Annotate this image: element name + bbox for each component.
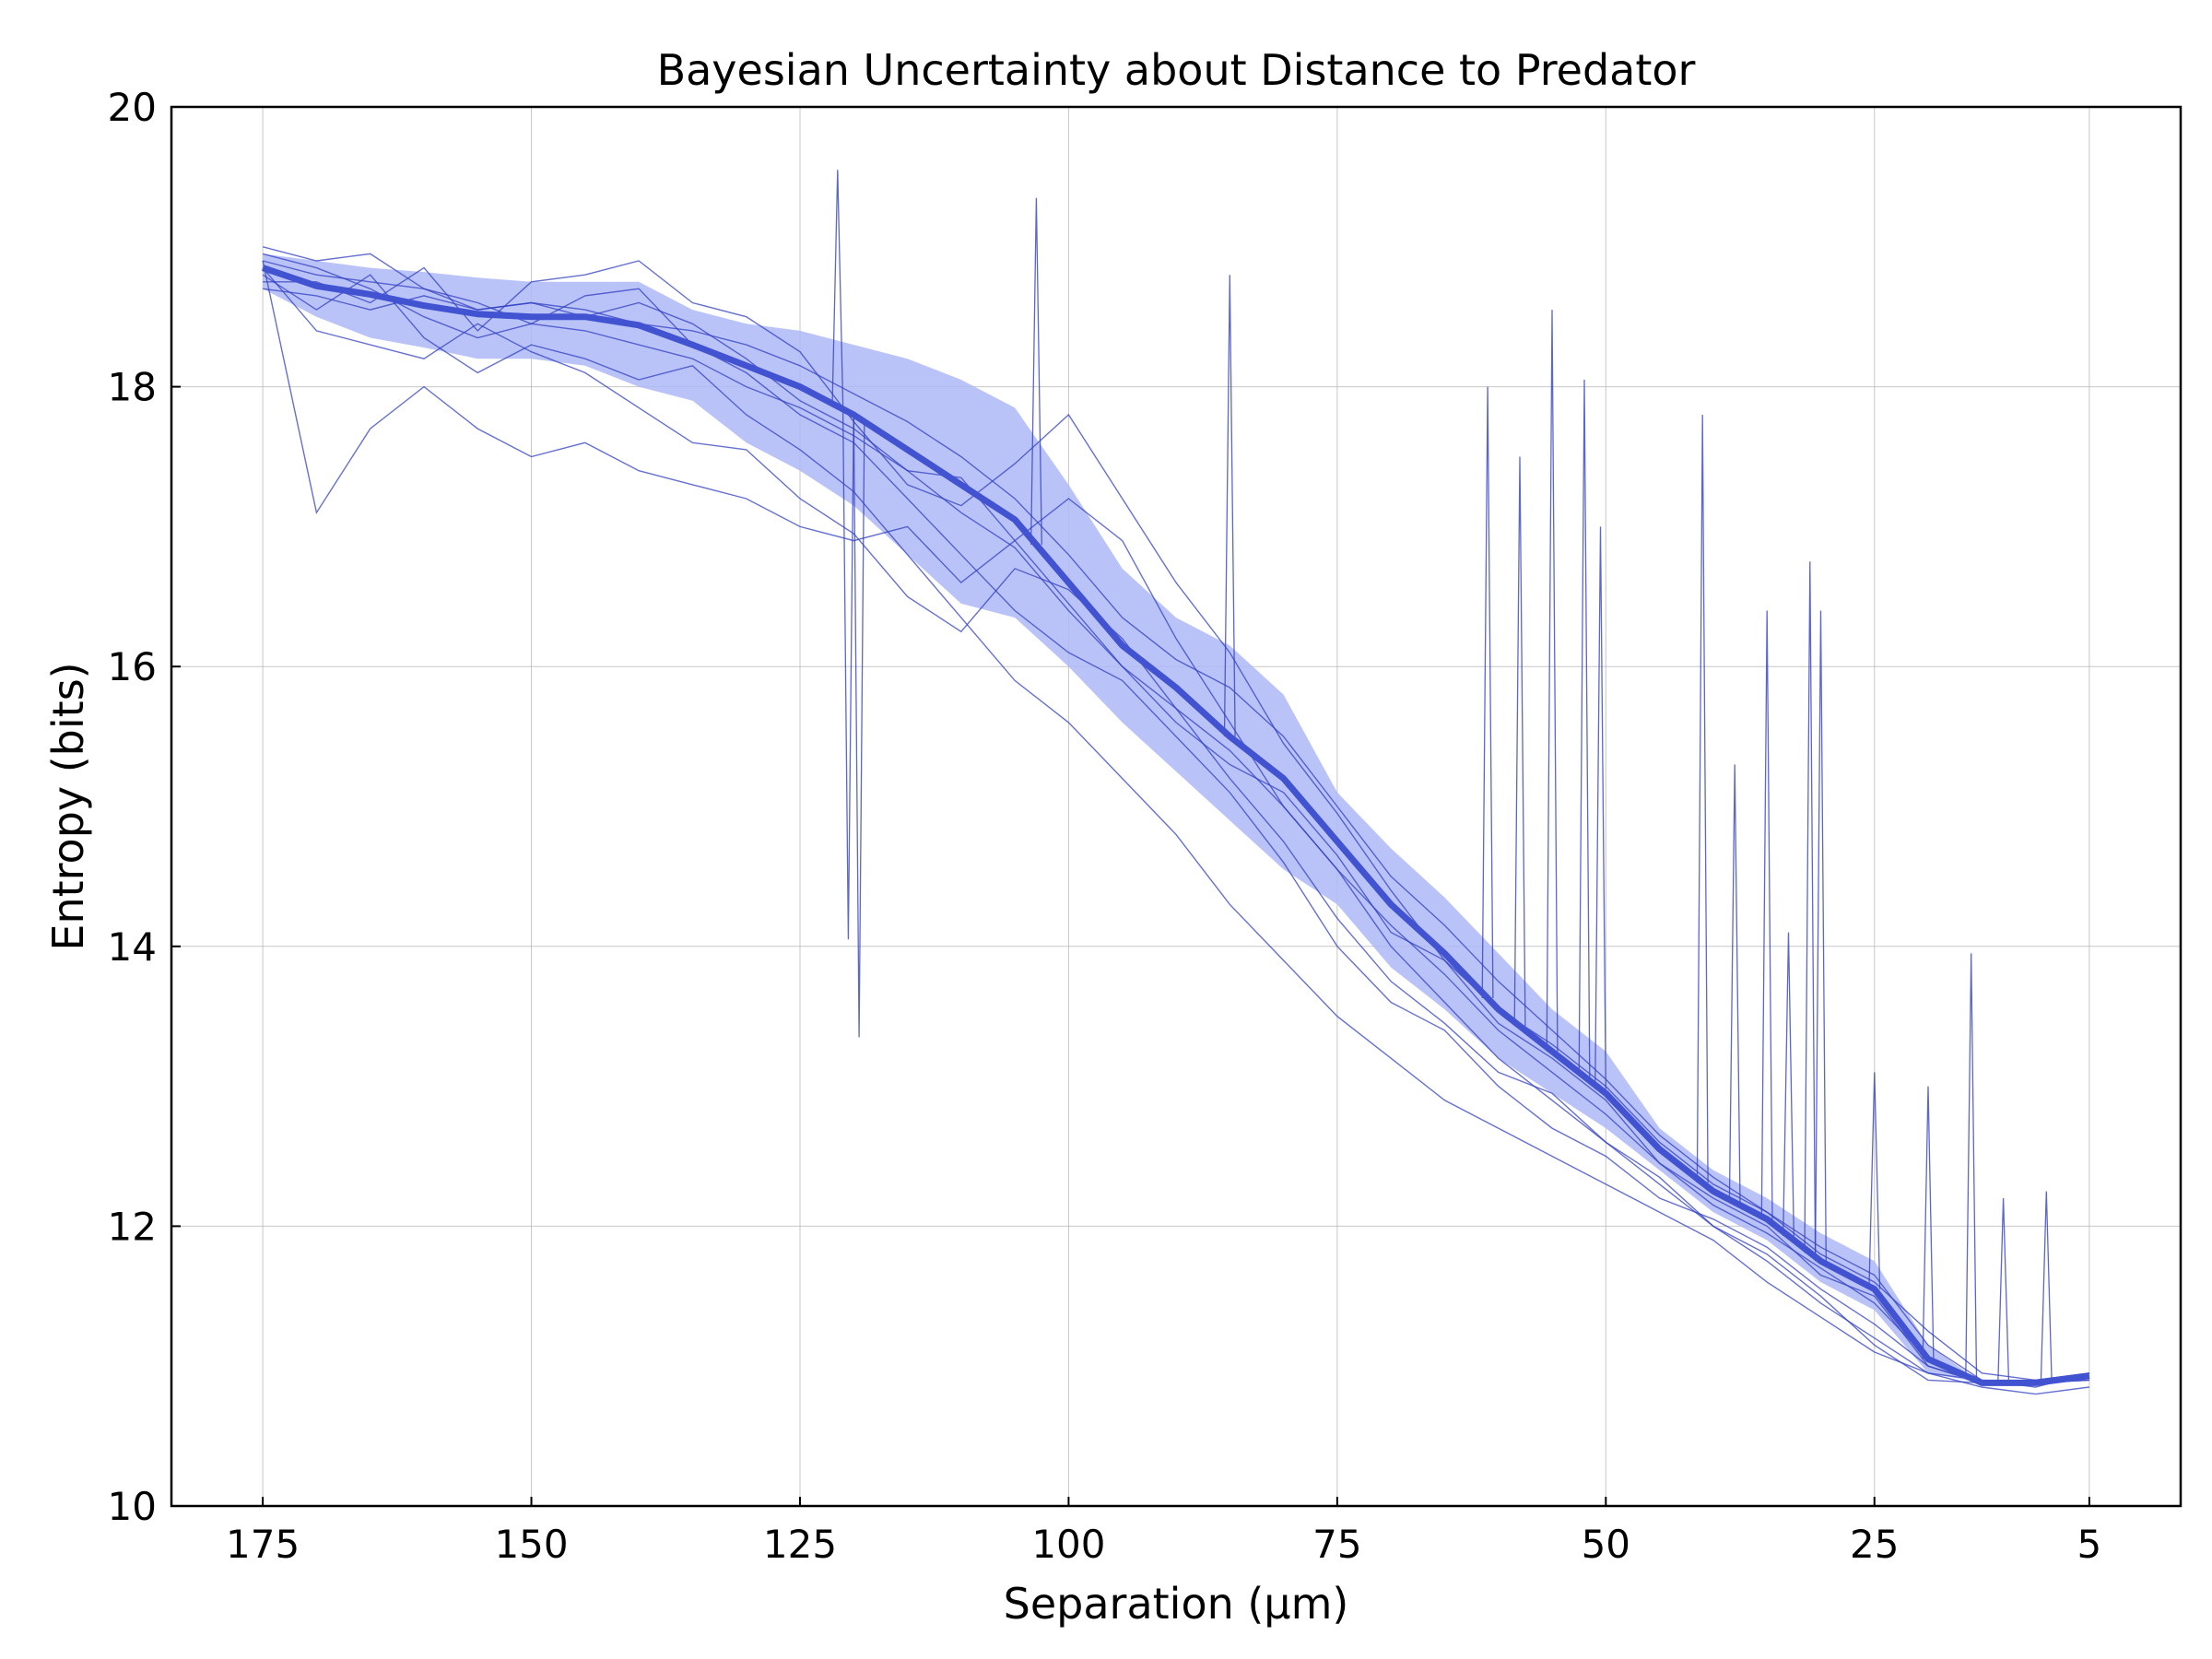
- trial-spike: [1814, 610, 1827, 1262]
- trial-spike: [1997, 1197, 2010, 1383]
- trial-spike: [1594, 526, 1606, 1089]
- trial-spike: [841, 411, 854, 940]
- trial-spike: [2040, 1191, 2053, 1382]
- trial-spike: [1546, 310, 1559, 1052]
- y-tick-label: 12: [108, 1204, 157, 1249]
- trial-spike: [1578, 379, 1591, 1077]
- y-tick-label: 14: [108, 924, 157, 970]
- x-tick-label: 75: [1312, 1522, 1361, 1567]
- x-tick-label: 25: [1850, 1522, 1899, 1567]
- trial-spike: [1030, 197, 1042, 546]
- y-axis-label: Entropy (bits): [43, 662, 93, 950]
- trial-spike: [853, 418, 865, 1038]
- y-axis-ticks: 10 12 14 16 18 20: [108, 85, 181, 1529]
- trial-line: [262, 274, 2089, 1395]
- x-tick-label: 100: [1031, 1522, 1105, 1567]
- trial-line: [263, 260, 2089, 1382]
- trial-line: [263, 288, 2090, 1388]
- trial-spike: [1513, 456, 1526, 1027]
- trial-line: [262, 246, 2089, 1384]
- plot-frame: [170, 105, 2183, 1508]
- trial-spike: [1760, 610, 1773, 1219]
- trial-lines-layer: [262, 170, 2090, 1395]
- trial-line: [262, 260, 2089, 1384]
- trial-line: [262, 260, 2089, 1384]
- trial-spike: [1696, 414, 1709, 1183]
- trial-spike: [1922, 1086, 1935, 1359]
- trial-spike: [1804, 561, 1817, 1253]
- confidence-band-layer: [263, 253, 2089, 1383]
- mean-line-layer: [261, 265, 2090, 1386]
- x-tick-label: 50: [1582, 1522, 1630, 1567]
- x-tick-label: 175: [226, 1522, 300, 1567]
- trial-spike: [1728, 764, 1741, 1203]
- chart-title: Bayesian Uncertainty about Distance to P…: [657, 45, 1696, 95]
- trial-spike: [831, 170, 844, 406]
- trial-spike: [1868, 1072, 1881, 1289]
- trial-spike: [1481, 386, 1494, 999]
- trial-spike: [1965, 953, 1978, 1379]
- y-tick-label: 20: [108, 85, 157, 130]
- trial-line: [262, 253, 2089, 1384]
- x-axis-label: Separation (μm): [1004, 1579, 1349, 1629]
- y-tick-label: 18: [108, 365, 157, 410]
- trial-spike: [1223, 275, 1236, 737]
- x-tick-label: 125: [763, 1522, 837, 1567]
- x-tick-label: 150: [494, 1522, 568, 1567]
- x-tick-label: 5: [2077, 1522, 2102, 1567]
- confidence-band: [263, 253, 2089, 1383]
- x-axis-ticks: 175 150 125 100 75 50 25 5: [226, 1497, 2101, 1567]
- y-tick-label: 16: [108, 644, 157, 689]
- y-tick-label: 10: [108, 1484, 157, 1529]
- mean-line: [261, 265, 2090, 1386]
- trial-spike: [1783, 932, 1794, 1237]
